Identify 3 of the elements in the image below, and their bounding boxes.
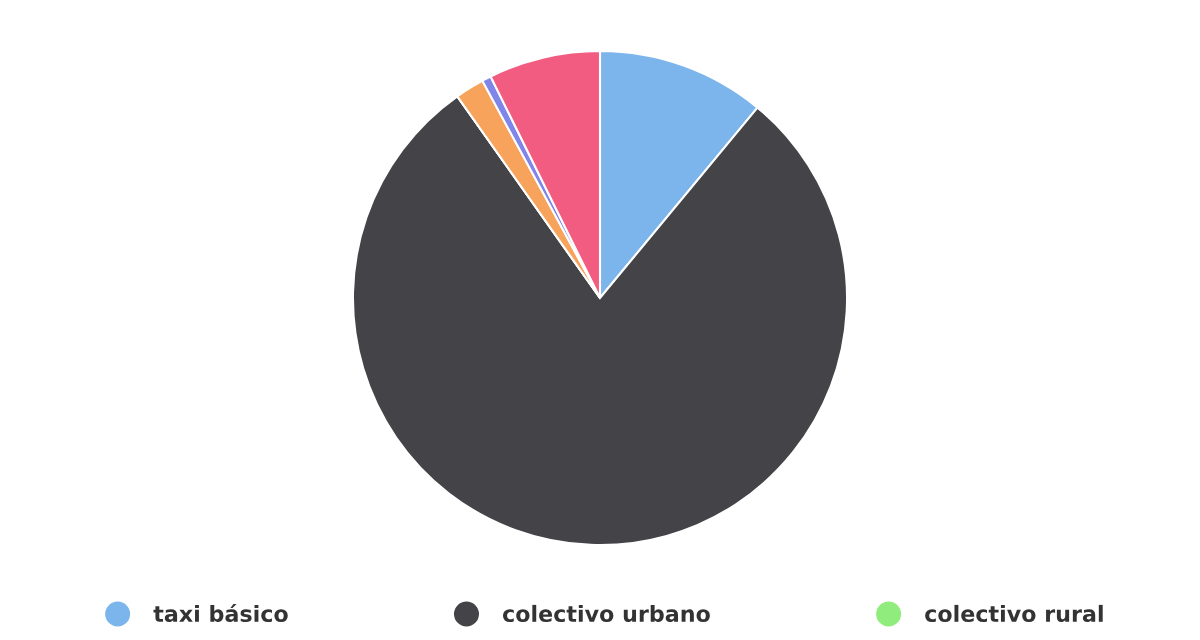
legend-label: taxi básico: [153, 604, 288, 623]
legend-label: colectivo urbano: [503, 604, 710, 623]
legend-label: colectivo rural: [925, 604, 1103, 623]
